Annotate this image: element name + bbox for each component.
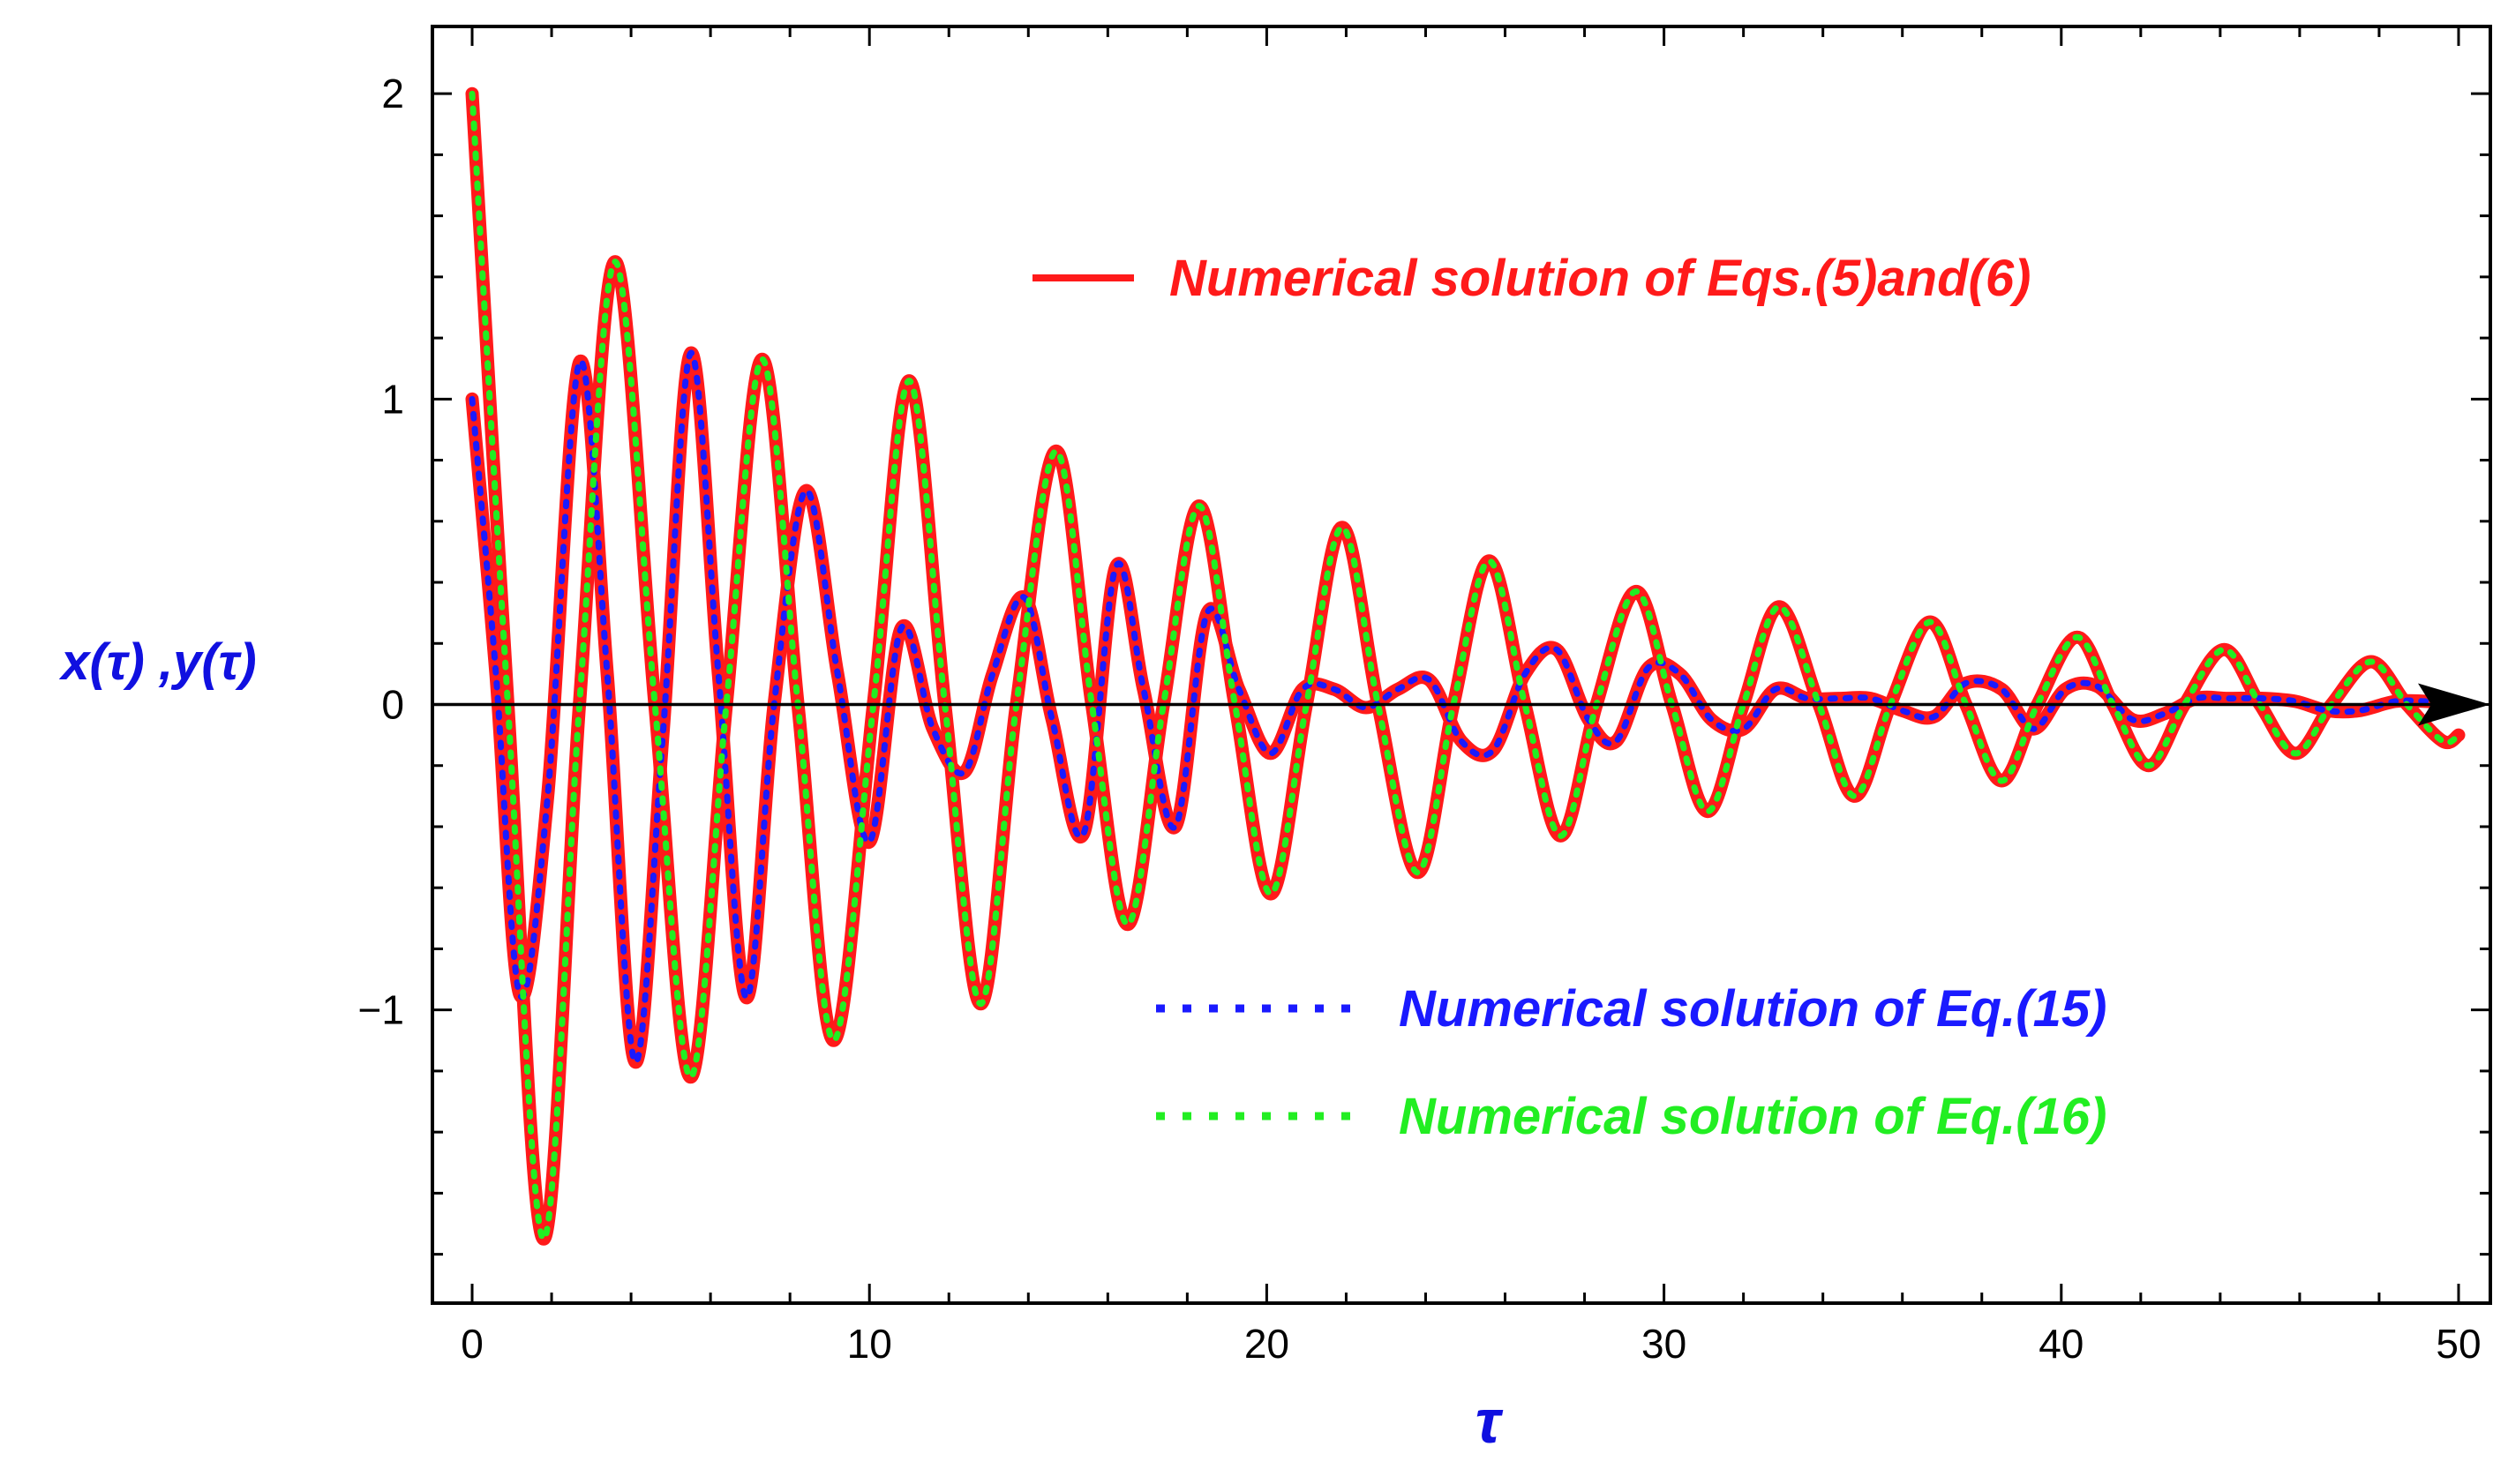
series-green-dotted-line (469, 90, 2462, 1242)
legend: Numerical solution of Eqs.(5)and(6) Numer… (1032, 250, 2106, 1145)
y-tick-label: 2 (381, 71, 404, 116)
arrow-head-icon (2418, 683, 2490, 726)
x-tick-label: 50 (2436, 1321, 2481, 1367)
y-tick-label: 0 (381, 682, 404, 728)
x-tick-label: 40 (2039, 1321, 2084, 1367)
legend-label: Numerical solution of Eq.(16) (1399, 1088, 2106, 1145)
legend-label: Numerical solution of Eq.(15) (1399, 980, 2106, 1038)
y-tick-label: 1 (381, 376, 404, 422)
tick-marks (432, 26, 2490, 1303)
series-blue-dotted-line (469, 349, 2462, 1066)
series-red-x-line (465, 346, 2466, 1069)
legend-label: Numerical solution of Eqs.(5)and(6) (1169, 250, 2031, 307)
x-tick-label: 0 (461, 1321, 484, 1367)
x-tick-label: 10 (847, 1321, 892, 1367)
x-tick-label: 20 (1244, 1321, 1289, 1367)
y-axis-label: x(τ) ,y(τ) (58, 633, 256, 691)
y-tick-label: −1 (358, 987, 404, 1033)
x-tick-label: 30 (1641, 1321, 1686, 1367)
zero-axis (432, 683, 2490, 726)
x-axis-label: τ (1476, 1387, 1504, 1456)
plot-frame (431, 25, 2492, 1305)
